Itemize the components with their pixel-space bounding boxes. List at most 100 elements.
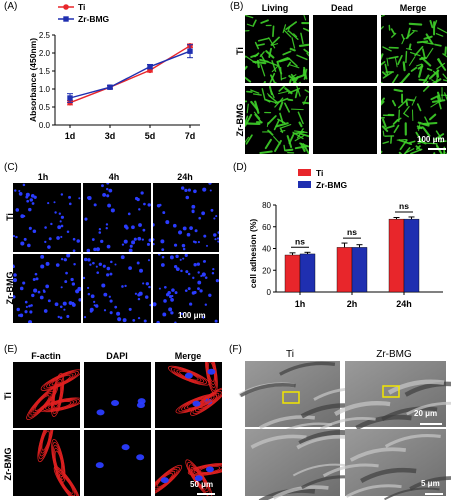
nucleus bbox=[197, 271, 200, 274]
nucleus bbox=[136, 261, 140, 265]
scalebar-line-f-top bbox=[420, 423, 442, 425]
nucleus bbox=[185, 195, 190, 200]
nucleus bbox=[180, 186, 185, 190]
cell bbox=[408, 22, 423, 26]
cell-process bbox=[292, 463, 349, 477]
cell bbox=[437, 58, 447, 71]
cell bbox=[285, 148, 294, 152]
nucleus bbox=[89, 263, 92, 266]
x-tick-label: 7d bbox=[185, 131, 196, 141]
nucleus bbox=[215, 279, 219, 283]
cell bbox=[245, 65, 248, 71]
nucleus bbox=[186, 232, 191, 237]
cell bbox=[405, 98, 416, 102]
actin-fiber bbox=[155, 464, 183, 496]
y-axis-label: Absorbance (450nm) bbox=[28, 38, 38, 122]
nucleus bbox=[169, 255, 174, 260]
nucleus bbox=[124, 284, 127, 288]
nucleus bbox=[26, 199, 30, 203]
cell bbox=[254, 100, 260, 114]
cell bbox=[245, 30, 250, 32]
actin-fiber bbox=[183, 397, 209, 410]
cell-process bbox=[355, 414, 412, 431]
nucleus bbox=[107, 203, 111, 208]
cell bbox=[430, 94, 440, 101]
cell bbox=[416, 63, 423, 67]
nucleus bbox=[47, 202, 50, 205]
actin-fiber bbox=[187, 462, 222, 476]
nucleus bbox=[140, 191, 144, 195]
nucleus bbox=[125, 226, 129, 230]
panel-label-e: (E) bbox=[4, 344, 18, 355]
nucleus bbox=[27, 243, 31, 248]
nucleus bbox=[30, 304, 33, 307]
nucleus bbox=[209, 189, 212, 192]
cell bbox=[397, 99, 408, 109]
scalebar-c: 100 μm bbox=[178, 311, 206, 320]
cell bbox=[287, 26, 291, 33]
nucleus bbox=[136, 454, 145, 461]
y-axis-label: cell adhesion (%) bbox=[248, 219, 258, 289]
micrograph-1-2 bbox=[381, 86, 447, 154]
nucleus bbox=[102, 192, 107, 197]
nucleus bbox=[184, 289, 188, 292]
nucleus bbox=[45, 284, 50, 289]
cell-process bbox=[334, 401, 391, 416]
cell bbox=[422, 86, 430, 92]
nucleus bbox=[207, 368, 216, 375]
nucleus bbox=[25, 192, 30, 197]
cell bbox=[436, 69, 439, 77]
nucleus bbox=[129, 249, 133, 252]
nucleus bbox=[132, 318, 136, 322]
header-merge: Merge bbox=[174, 351, 202, 361]
nucleus bbox=[189, 226, 193, 230]
nucleus bbox=[106, 266, 111, 271]
nucleus bbox=[160, 239, 165, 244]
header-dead: Dead bbox=[330, 3, 353, 13]
nucleus bbox=[106, 244, 111, 249]
nucleus bbox=[180, 312, 184, 315]
cell bbox=[245, 134, 253, 145]
nucleus bbox=[45, 261, 50, 266]
cell bbox=[246, 103, 249, 114]
nucleus bbox=[62, 301, 67, 306]
nucleus bbox=[28, 226, 32, 230]
nucleus bbox=[40, 264, 45, 269]
panel-label-a: (A) bbox=[4, 1, 18, 12]
cell bbox=[298, 121, 303, 128]
nucleus bbox=[170, 311, 174, 315]
nucleus bbox=[17, 314, 21, 317]
cell bbox=[381, 116, 385, 119]
nucleus bbox=[170, 298, 174, 302]
cell-process bbox=[409, 476, 451, 491]
cell bbox=[408, 43, 412, 50]
cell bbox=[444, 92, 447, 101]
cell bbox=[394, 57, 398, 68]
cell bbox=[393, 88, 404, 93]
cell bbox=[288, 78, 292, 83]
nucleus bbox=[105, 223, 109, 226]
actin-fiber bbox=[175, 393, 218, 414]
nucleus bbox=[20, 214, 25, 219]
nucleus bbox=[198, 216, 202, 220]
cell bbox=[382, 141, 389, 145]
cell-process bbox=[384, 487, 440, 500]
cell bbox=[417, 65, 424, 70]
cell bbox=[436, 62, 446, 70]
nucleus bbox=[30, 194, 35, 198]
header-zrbmg: Zr-BMG bbox=[376, 349, 412, 360]
cell bbox=[417, 121, 430, 127]
nucleus bbox=[98, 262, 103, 266]
nucleus bbox=[158, 203, 162, 207]
nucleus bbox=[145, 282, 149, 286]
cell bbox=[422, 74, 430, 83]
nucleus bbox=[211, 272, 215, 275]
nucleus bbox=[182, 247, 186, 251]
nucleus bbox=[109, 299, 113, 303]
cell bbox=[436, 95, 442, 110]
nucleus bbox=[163, 299, 167, 303]
nucleus bbox=[60, 215, 65, 219]
cell bbox=[270, 74, 276, 83]
nucleus bbox=[129, 244, 133, 248]
x-tick-label: 1d bbox=[65, 131, 76, 141]
